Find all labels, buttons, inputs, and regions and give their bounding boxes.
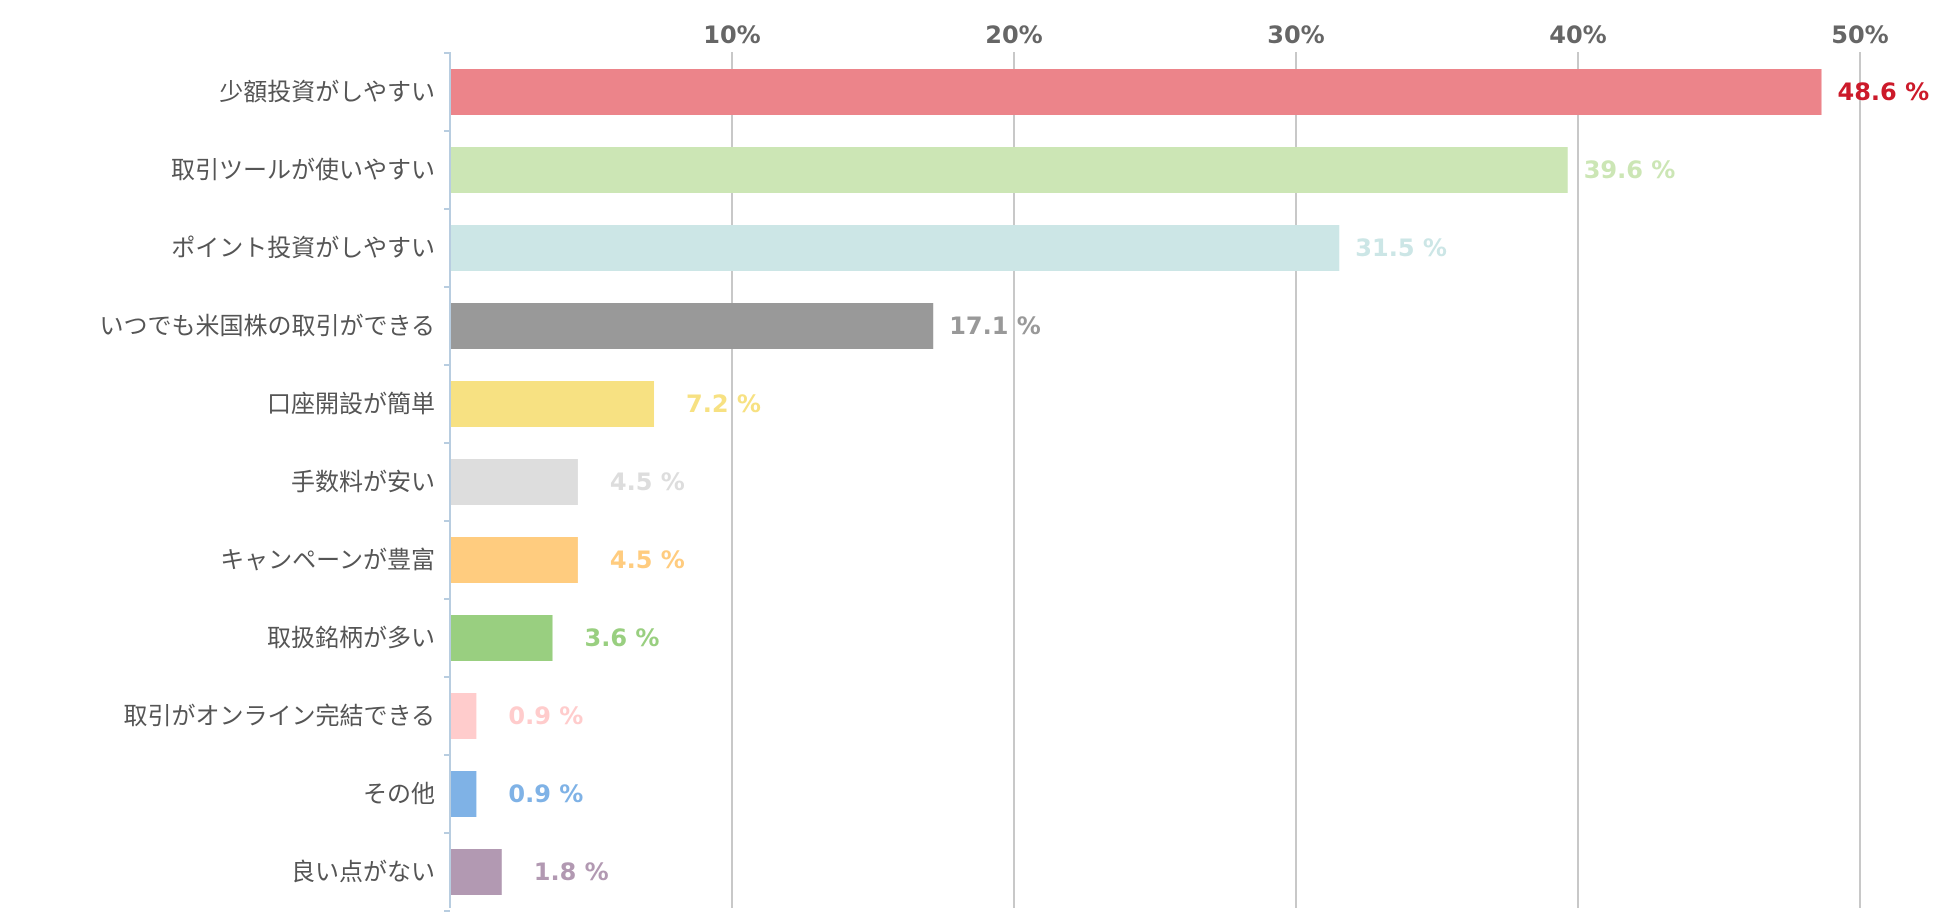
category-label: 良い点がない	[291, 858, 435, 886]
bar	[451, 69, 1822, 115]
value-label: 39.6 %	[1584, 156, 1676, 184]
bar	[451, 771, 477, 817]
category-labels: 少額投資がしやすい取引ツールが使いやすいポイント投資がしやすいいつでも米国株の取…	[99, 78, 435, 886]
bar	[451, 615, 553, 661]
x-tick-label: 10%	[703, 21, 760, 49]
value-label: 48.6 %	[1838, 78, 1930, 106]
value-label: 0.9 %	[508, 702, 583, 730]
bar	[451, 693, 477, 739]
x-tick-label: 30%	[1267, 21, 1324, 49]
category-label: 取引ツールが使いやすい	[171, 156, 435, 184]
value-label: 31.5 %	[1355, 234, 1447, 262]
x-tick-label: 40%	[1549, 21, 1606, 49]
category-label: キャンペーンが豊富	[220, 546, 435, 574]
category-label: 少額投資がしやすい	[219, 78, 435, 106]
bar	[451, 459, 578, 505]
x-tick-label: 20%	[985, 21, 1042, 49]
value-label: 4.5 %	[610, 468, 685, 496]
bar	[451, 849, 502, 895]
value-label: 3.6 %	[585, 624, 660, 652]
grid-lines	[731, 52, 1861, 908]
value-label: 7.2 %	[686, 390, 761, 418]
category-label: 取引がオンライン完結できる	[123, 702, 435, 730]
category-label: 口座開設が簡単	[267, 390, 435, 418]
x-tick-label: 50%	[1831, 21, 1888, 49]
category-label: その他	[363, 780, 435, 808]
category-label: 取扱銘柄が多い	[267, 624, 435, 652]
value-label: 1.8 %	[534, 858, 609, 886]
value-labels: 48.6 % 39.6 % 31.5 % 17.1 % 7.2 % 4.5 % 4.5 % 3…	[508, 78, 1929, 886]
bar	[451, 147, 1568, 193]
value-label: 0.9 %	[508, 780, 583, 808]
category-label: いつでも米国株の取引ができる	[99, 312, 435, 340]
category-label: 手数料が安い	[291, 468, 435, 496]
value-label: 4.5 %	[610, 546, 685, 574]
bar	[451, 225, 1340, 271]
value-label: 17.1 %	[949, 312, 1041, 340]
x-axis-ticks: 10% 20% 30% 40% 50%	[703, 21, 1888, 49]
bar	[451, 537, 578, 583]
bar	[451, 303, 934, 349]
bars	[451, 69, 1822, 895]
y-axis	[444, 52, 451, 912]
category-label: ポイント投資がしやすい	[171, 234, 435, 262]
bar	[451, 381, 655, 427]
